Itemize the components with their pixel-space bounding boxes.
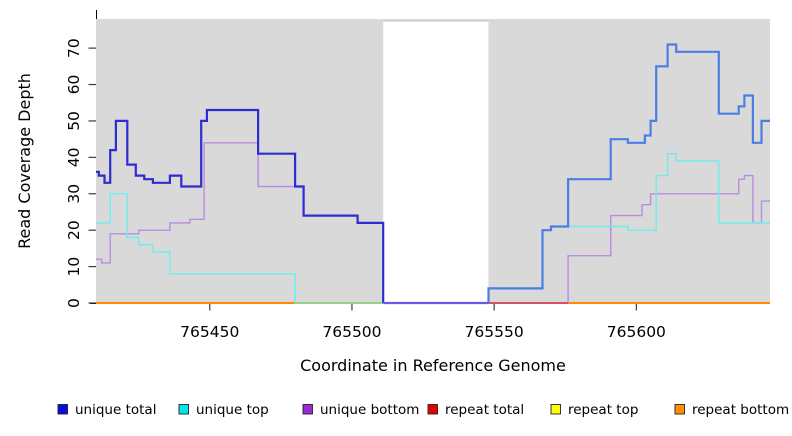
x-tick-label: 765500 xyxy=(322,323,381,341)
legend-label-repeat-top: repeat top xyxy=(568,402,638,418)
y-tick-label: 30 xyxy=(65,184,83,204)
y-tick-label: 50 xyxy=(65,111,83,131)
y-tick-label: 60 xyxy=(65,75,83,95)
series-lines xyxy=(96,43,770,305)
legend-swatch-unique-top xyxy=(178,404,189,415)
x-axis-title: Coordinate in Reference Genome xyxy=(300,356,566,375)
series-unique-total xyxy=(96,108,385,303)
legend-swatch-unique-total xyxy=(57,404,68,415)
y-axis-title: Read Coverage Depth xyxy=(15,73,34,249)
legend-label-unique-bottom: unique bottom xyxy=(320,402,419,418)
axis-ticks: 765450 765500 765550 765600 0 10 20 30 40 50 60 70 xyxy=(65,38,666,341)
x-tick-label: 765600 xyxy=(607,323,666,341)
legend-label-unique-top: unique top xyxy=(196,402,269,418)
y-tick-label: 70 xyxy=(65,38,83,58)
y-tick-label: 10 xyxy=(65,257,83,277)
legend-label-repeat-bottom: repeat bottom xyxy=(692,402,789,418)
legend-swatch-repeat-total xyxy=(427,404,438,415)
legend-swatch-repeat-top xyxy=(550,404,561,415)
series-unique-total xyxy=(487,43,770,303)
plot-panel xyxy=(96,19,770,303)
y-tick-label: 0 xyxy=(65,298,83,308)
x-tick-label: 765450 xyxy=(180,323,239,341)
y-tick-label: 40 xyxy=(65,147,83,167)
x-tick-label: 765550 xyxy=(465,323,524,341)
y-tick-label: 20 xyxy=(65,220,83,240)
legend-swatch-repeat-bottom xyxy=(674,404,685,415)
coverage-gap-region xyxy=(383,21,489,303)
chart-legend: unique total unique top unique bottom repea… xyxy=(57,402,789,418)
legend-label-unique-total: unique total xyxy=(75,402,156,418)
legend-swatch-unique-bottom xyxy=(302,404,313,415)
legend-label-repeat-total: repeat total xyxy=(445,402,524,418)
